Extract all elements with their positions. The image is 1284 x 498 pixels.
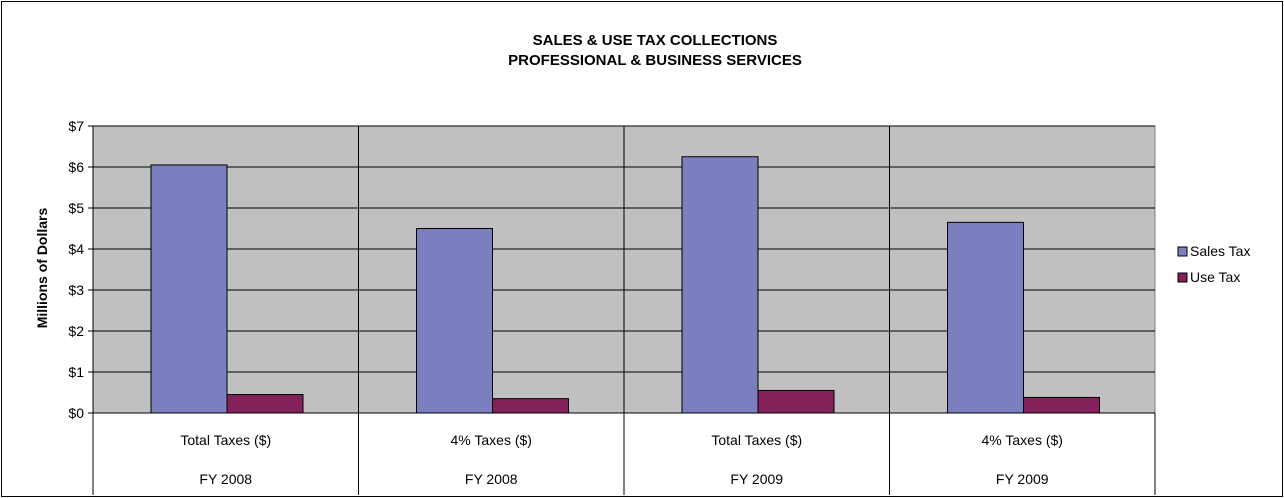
legend-label: Use Tax — [1190, 269, 1240, 285]
y-tick-label: $2 — [68, 323, 84, 339]
y-tick-label: $7 — [68, 118, 84, 134]
use-tax-bar — [226, 394, 304, 414]
use-tax-bar — [757, 389, 835, 414]
x-category-label: 4% Taxes ($) — [982, 432, 1063, 448]
y-tick-label: $3 — [68, 282, 84, 298]
y-tick-label: $0 — [68, 405, 84, 421]
x-category-label: 4% Taxes ($) — [451, 432, 532, 448]
x-group-label: FY 2009 — [996, 471, 1049, 487]
x-category-label: Total Taxes ($) — [711, 432, 802, 448]
legend-swatch — [1177, 246, 1188, 257]
y-tick-label: $1 — [68, 364, 84, 380]
use-tax-bar — [1023, 396, 1100, 414]
legend-swatch — [1177, 272, 1188, 283]
sales-tax-bar — [416, 228, 493, 414]
plot-area: $0 $1 $2 $3 $4 $5 $6 $7 Total Taxes ($) FY 2008 4%… — [68, 118, 1156, 495]
y-tick-label: $4 — [68, 241, 84, 257]
y-tick-label: $6 — [68, 159, 84, 175]
sales-tax-bar — [681, 156, 759, 414]
legend-label: Sales Tax — [1190, 243, 1250, 259]
x-group-label: FY 2008 — [465, 471, 518, 487]
x-group-label: FY 2009 — [730, 471, 783, 487]
sales-tax-bar — [947, 221, 1024, 414]
x-category-label: Total Taxes ($) — [180, 432, 271, 448]
chart-title: SALES & USE TAX COLLECTIONS — [533, 32, 778, 49]
sales-tax-bar — [150, 164, 228, 414]
use-tax-bar — [492, 398, 569, 414]
y-axis-label: Millions of Dollars — [34, 208, 50, 329]
legend: Sales Tax Use Tax — [1177, 243, 1250, 285]
chart-subtitle: PROFESSIONAL & BUSINESS SERVICES — [508, 52, 802, 69]
y-tick-label: $5 — [68, 200, 84, 216]
x-group-label: FY 2008 — [199, 471, 252, 487]
